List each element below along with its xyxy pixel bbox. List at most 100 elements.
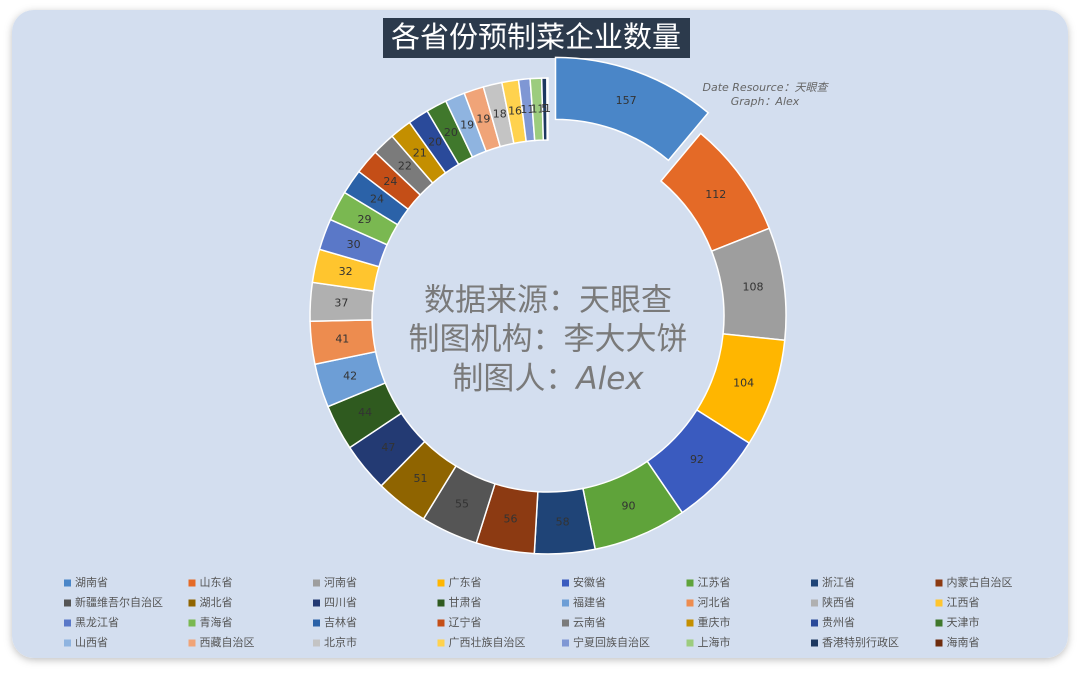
slice <box>554 56 710 162</box>
legend-swatch <box>64 599 71 607</box>
legend-label: 新疆维吾尔自治区 <box>75 595 163 609</box>
title-box <box>383 18 690 58</box>
legend-label: 浙江省 <box>822 576 855 589</box>
legend-label: 西藏自治区 <box>200 635 255 649</box>
legend-label: 吉林省 <box>324 615 357 629</box>
legend-swatch <box>188 579 196 587</box>
legend-swatch <box>935 579 943 587</box>
legend-label: 贵州省 <box>822 616 855 629</box>
slice <box>546 77 549 141</box>
legend-label: 重庆市 <box>698 615 731 629</box>
legend-label: 云南省 <box>573 616 606 629</box>
data-label: 22 <box>398 159 412 172</box>
legend-swatch <box>935 639 943 647</box>
data-label: 32 <box>339 265 353 278</box>
center-text: 数据来源：天眼查 <box>424 283 672 319</box>
legend-swatch <box>562 639 569 647</box>
legend-label: 山西省 <box>75 636 108 649</box>
legend-swatch <box>935 599 943 607</box>
data-label: 16 <box>508 105 522 118</box>
legend-swatch <box>437 619 445 627</box>
data-label: 58 <box>556 515 570 528</box>
center-text: 制图人：Alex <box>452 361 644 397</box>
legend-label: 湖南省 <box>75 576 108 589</box>
data-label: 42 <box>343 370 357 383</box>
legend-label: 广西壮族自治区 <box>449 635 526 649</box>
data-label: 47 <box>381 441 395 454</box>
legend-label: 河北省 <box>698 596 731 609</box>
data-label: 24 <box>370 192 384 205</box>
data-label: 90 <box>621 500 635 513</box>
legend-swatch <box>811 599 818 607</box>
data-label: 30 <box>347 238 361 251</box>
legend-label: 甘肃省 <box>449 596 482 609</box>
legend-swatch <box>313 599 320 607</box>
legend-swatch <box>811 639 818 647</box>
legend-label: 福建省 <box>573 595 606 609</box>
data-label: 37 <box>334 297 348 310</box>
legend-label: 黑龙江省 <box>75 616 119 629</box>
legend-label: 北京市 <box>324 635 357 649</box>
legend-label: 河南省 <box>324 576 357 589</box>
data-label: 1 <box>544 102 551 115</box>
legend-swatch <box>686 599 694 607</box>
legend-swatch <box>437 599 445 607</box>
center-text-part: 制图人： <box>452 361 576 397</box>
legend-swatch <box>811 619 818 627</box>
data-label: 108 <box>743 281 764 294</box>
legend-label: 江苏省 <box>698 576 731 589</box>
panel <box>12 10 1068 658</box>
legend-swatch <box>313 619 320 627</box>
data-label: 19 <box>476 112 490 125</box>
data-label: 20 <box>428 135 442 148</box>
legend-label: 江西省 <box>947 596 980 609</box>
data-label: 5 <box>541 102 548 115</box>
data-label: 20 <box>444 126 458 139</box>
legend-label: 海南省 <box>947 635 980 649</box>
legend-label: 辽宁省 <box>449 615 482 629</box>
data-label: 29 <box>358 213 372 226</box>
legend-label: 香港特别行政区 <box>822 635 899 649</box>
legend-label: 上海市 <box>698 635 731 649</box>
legend-label: 湖北省 <box>200 596 233 609</box>
legend-swatch <box>935 619 943 627</box>
data-label: 11 <box>530 102 544 115</box>
legend-label: 陕西省 <box>822 595 855 609</box>
legend-label: 山东省 <box>200 576 233 589</box>
center-text: 制图机构：李大大饼 <box>409 322 688 358</box>
data-label: 56 <box>504 513 518 526</box>
data-label: 41 <box>335 332 349 345</box>
legend-label: 青海省 <box>200 615 233 629</box>
data-label: 19 <box>460 118 474 131</box>
data-label: 44 <box>358 406 372 419</box>
data-label: 92 <box>690 453 704 466</box>
data-label: 24 <box>383 175 397 188</box>
legend-label: 四川省 <box>324 596 357 609</box>
data-label: 51 <box>414 472 428 485</box>
data-label: 157 <box>616 94 637 107</box>
legend-swatch <box>64 579 71 587</box>
legend-swatch <box>313 579 320 587</box>
legend-swatch <box>686 579 694 587</box>
annotation: Date Resource：天眼查 <box>703 81 830 94</box>
legend-swatch <box>686 639 694 647</box>
legend-swatch <box>686 619 694 627</box>
legend-swatch <box>188 639 196 647</box>
legend-label: 天津市 <box>947 615 980 629</box>
legend-swatch <box>811 579 818 587</box>
data-label: 21 <box>413 146 427 159</box>
legend-swatch <box>562 619 569 627</box>
legend-swatch <box>64 619 71 627</box>
legend-swatch <box>64 639 71 647</box>
legend-swatch <box>562 579 569 587</box>
legend-label: 内蒙古自治区 <box>947 575 1013 589</box>
legend-label: 宁夏回族自治区 <box>573 635 650 649</box>
data-label: 112 <box>705 188 726 201</box>
data-label: 104 <box>733 377 754 390</box>
legend-label: 安徽省 <box>573 575 606 589</box>
legend-label: 广东省 <box>449 576 482 589</box>
center-text-part: Alex <box>574 361 644 397</box>
legend-swatch <box>437 579 445 587</box>
data-label: 55 <box>455 497 469 510</box>
data-label: 18 <box>493 108 507 121</box>
